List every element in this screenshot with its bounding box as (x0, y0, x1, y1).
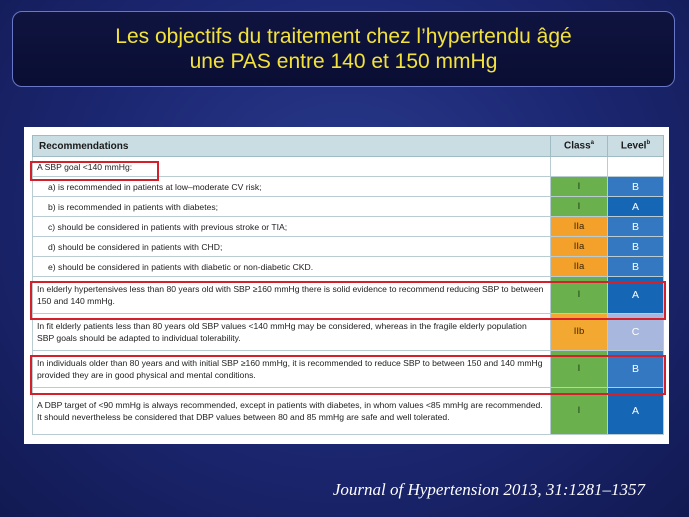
row-level (607, 156, 664, 177)
table-row: A DBP target of <90 mmHg is always recom… (32, 387, 664, 435)
row-text: A DBP target of <90 mmHg is always recom… (32, 387, 551, 435)
header-level-label: Level (620, 140, 647, 152)
row-level: A (607, 387, 664, 435)
row-level: B (607, 236, 664, 257)
table-row: c) should be considered in patients with… (32, 216, 664, 237)
row-level: B (607, 256, 664, 277)
header-recommendations: Recommendations (32, 135, 551, 157)
journal-citation: Journal of Hypertension 2013, 31:1281–13… (332, 480, 645, 499)
highlight-box-over-80 (30, 355, 666, 395)
row-level: B (607, 216, 664, 237)
table-header-row: Recommendations Classa Levelb (32, 135, 664, 157)
row-class: IIa (550, 256, 608, 277)
row-text: d) should be considered in patients with… (32, 236, 551, 257)
header-class-sup: a (590, 140, 595, 147)
header-level: Levelb (607, 135, 664, 157)
table-row: e) should be considered in patients with… (32, 256, 664, 277)
row-class: I (550, 176, 608, 197)
row-class: I (550, 387, 608, 435)
table-row: d) should be considered in patients with… (32, 236, 664, 257)
slide-title-box: Les objectifs du traitement chez l’hyper… (12, 11, 675, 87)
highlight-box-elderly-under-80 (30, 281, 666, 320)
table-row: b) is recommended in patients with diabe… (32, 196, 664, 217)
row-level: A (607, 196, 664, 217)
recommendations-table-panel: Recommendations Classa Levelb A SBP goal… (24, 127, 669, 444)
row-class: IIa (550, 216, 608, 237)
row-text: e) should be considered in patients with… (32, 256, 551, 277)
row-class: I (550, 196, 608, 217)
row-level: B (607, 176, 664, 197)
row-class: IIa (550, 236, 608, 257)
header-level-sup: b (646, 140, 651, 147)
header-class-label: Class (563, 140, 591, 152)
table-row: a) is recommended in patients at low–mod… (32, 176, 664, 197)
row-text: c) should be considered in patients with… (32, 216, 551, 237)
highlight-box-sbp-goal (30, 161, 159, 181)
header-class: Classa (550, 135, 608, 157)
slide-title-line-1: Les objectifs du traitement chez l’hyper… (115, 25, 572, 48)
slide-title-line-2: une PAS entre 140 et 150 mmHg (189, 50, 498, 73)
row-class (550, 156, 608, 177)
row-text: b) is recommended in patients with diabe… (32, 196, 551, 217)
